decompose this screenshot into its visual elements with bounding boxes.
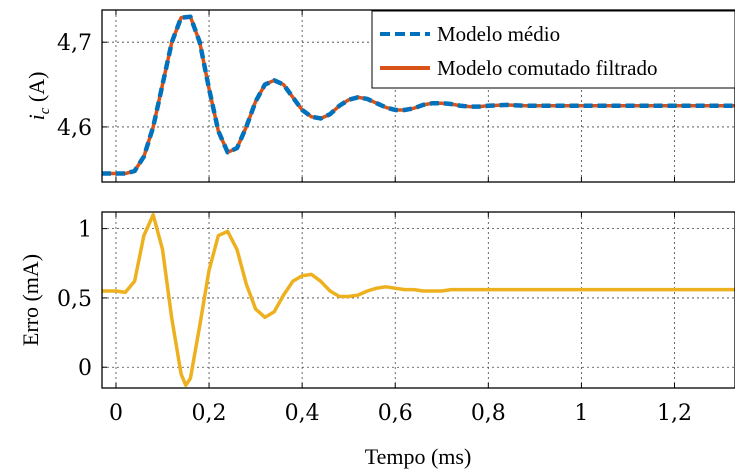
current-series-line-0 [102, 14, 735, 176]
current-ylabel-main: i [24, 114, 49, 120]
current-plot-frame [101, 9, 735, 183]
error-xlabel: Tempo (ms) [365, 444, 472, 469]
current-ylabel-sub: c [37, 107, 53, 114]
xtick-label: 0,4 [285, 401, 320, 426]
current-series [102, 14, 735, 176]
xtick-label: 0,8 [471, 401, 506, 426]
legend-label-modelo-medio: Modelo médio [437, 22, 560, 46]
error-grid [102, 212, 735, 388]
error-series-line-0 [102, 213, 735, 387]
xtick-label: 1 [574, 401, 588, 426]
xtick-label: 0,2 [192, 401, 227, 426]
error-ytick-label: 1 [78, 218, 92, 243]
error-series [102, 213, 735, 387]
legend-box [371, 10, 735, 89]
current-ylabel: ic (A) [24, 72, 53, 121]
error-panel: 0 0,2 0,4 0,6 0,8 1 1,2 0 0,5 1 Erro (mA) Tempo (… [18, 211, 735, 469]
error-ticks: 0 0,2 0,4 0,6 0,8 1 1,2 0 0,5 1 [57, 212, 692, 426]
current-panel: 4,6 4,7 ic (A) Modelo médio Modelo comuta… [24, 9, 735, 183]
xtick-label: 0,6 [378, 401, 413, 426]
current-ytick-label: 4,7 [57, 31, 92, 56]
error-ytick-label: 0 [78, 356, 92, 381]
current-ytick-label: 4,6 [57, 116, 92, 141]
error-plot-frame [101, 211, 735, 389]
error-ylabel: Erro (mA) [18, 254, 43, 346]
error-ytick-label: 0,5 [57, 287, 92, 312]
current-ylabel-unit: (A) [24, 72, 49, 108]
legend: Modelo médio Modelo comutado filtrado [371, 10, 735, 89]
current-ticks: 4,6 4,7 [57, 10, 675, 182]
legend-label-modelo-comutado: Modelo comutado filtrado [437, 56, 657, 80]
xtick-label: 1,2 [657, 401, 692, 426]
xtick-label: 0 [109, 401, 123, 426]
